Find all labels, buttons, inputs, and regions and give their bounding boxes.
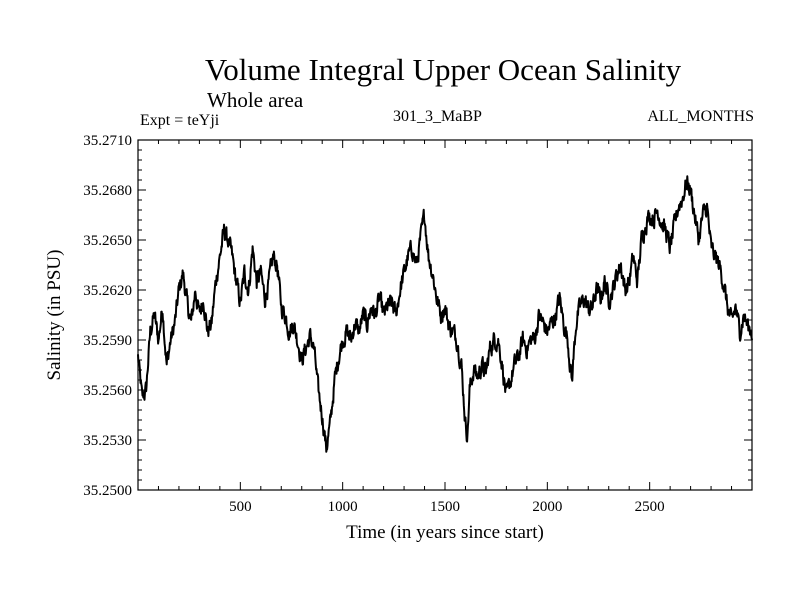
y-tick-label: 35.2620 <box>83 283 132 299</box>
x-tick-label: 2000 <box>532 499 562 515</box>
x-tick-label: 1000 <box>328 499 358 515</box>
y-tick-label: 35.2650 <box>83 233 132 249</box>
x-axis-label: Time (in years since start) <box>346 522 544 543</box>
x-tick-label: 1500 <box>430 499 460 515</box>
chart-title: Volume Integral Upper Ocean Salinity <box>204 52 682 87</box>
y-tick-label: 35.2710 <box>83 133 132 149</box>
axis-ticks <box>138 140 752 490</box>
tick-labels: 500 1000 1500 2000 2500 35.2500 35.2530 35.2560… <box>83 133 664 515</box>
y-tick-label: 35.2500 <box>83 483 132 499</box>
y-tick-label: 35.2530 <box>83 433 132 449</box>
y-tick-label: 35.2680 <box>83 183 132 199</box>
chart-subtitle: Whole area <box>207 88 304 112</box>
y-axis-label: Salinity (in PSU) <box>44 250 65 381</box>
x-tick-label: 500 <box>229 499 252 515</box>
run-id-label: 301_3_MaBP <box>393 108 482 125</box>
y-tick-label: 35.2590 <box>83 333 132 349</box>
experiment-label: Expt = teYji <box>140 112 220 129</box>
y-tick-label: 35.2560 <box>83 383 132 399</box>
salinity-series-line <box>137 175 753 453</box>
plot-frame <box>137 139 753 491</box>
x-tick-label: 2500 <box>635 499 665 515</box>
months-label: ALL_MONTHS <box>647 108 754 125</box>
